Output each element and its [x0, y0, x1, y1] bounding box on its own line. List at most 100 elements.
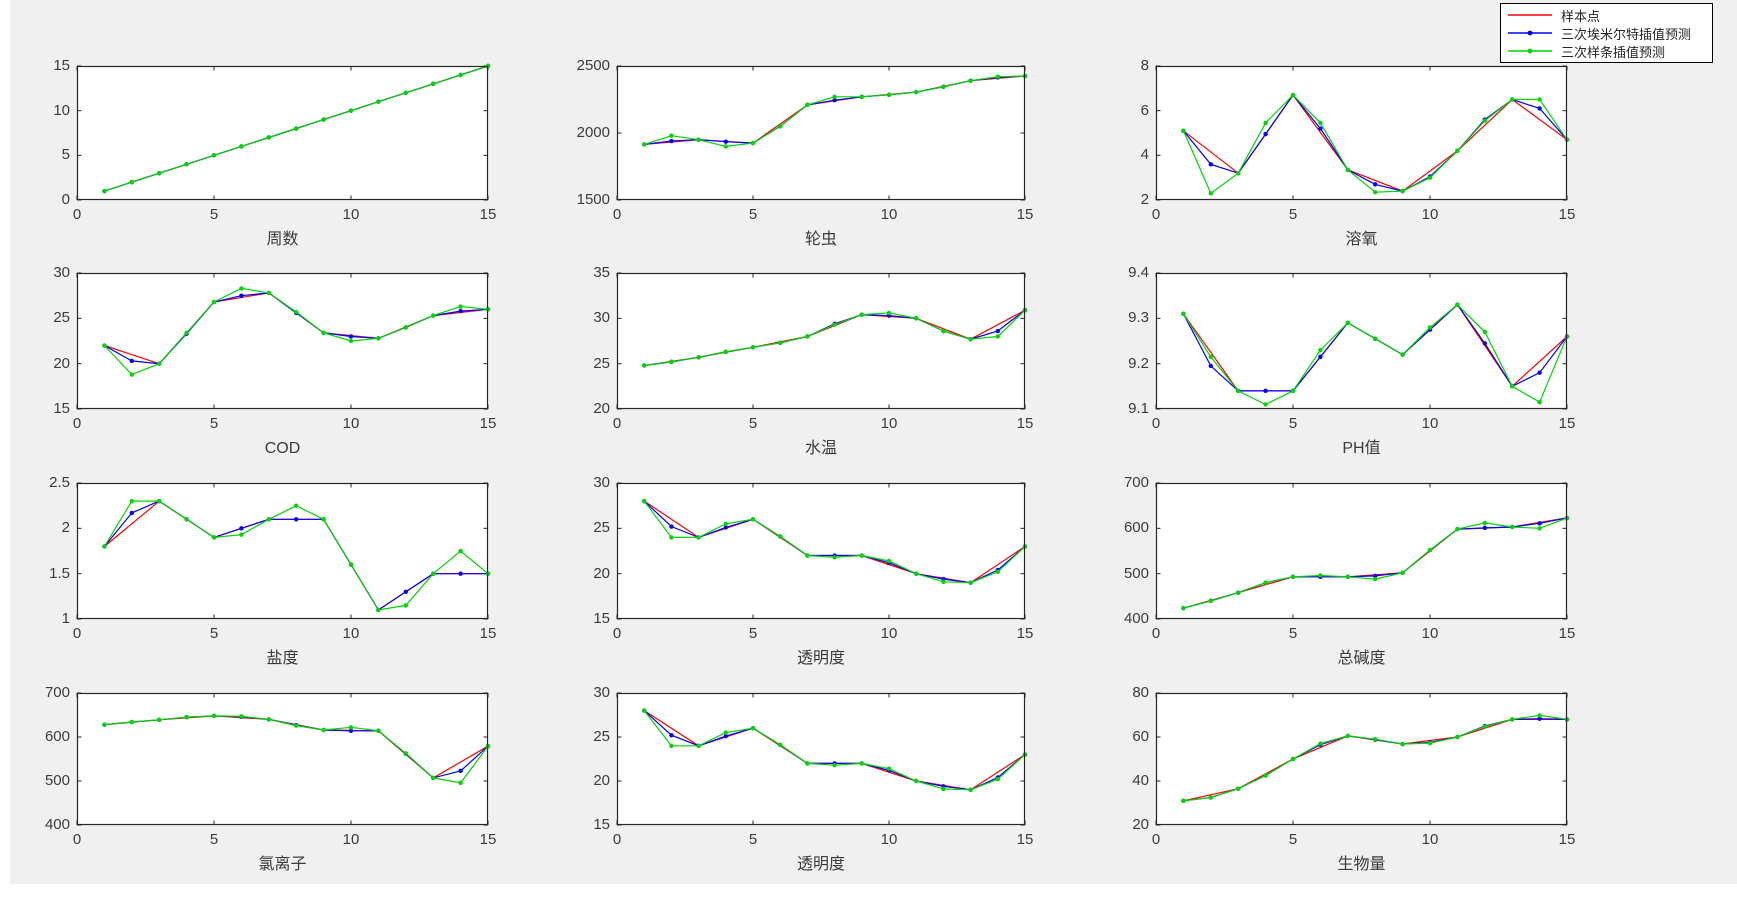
y-tick-label: 2.5: [49, 474, 70, 491]
y-tick-label: 9.1: [1128, 400, 1149, 417]
x-tick-label: 0: [612, 831, 622, 848]
y-tick-label: 20: [593, 772, 610, 789]
legend-item: 三次样条插值预测: [1507, 42, 1706, 60]
y-tick-label: 700: [1123, 474, 1149, 491]
x-tick-label: 0: [72, 831, 82, 848]
y-tick-label: 500: [1123, 564, 1149, 582]
legend-item: 样本点: [1507, 6, 1706, 24]
subplot-xlabel: 透明度: [796, 650, 845, 667]
subplot-xlabel: 氯离子: [258, 856, 307, 873]
x-tick-label: 10: [880, 415, 898, 432]
subplot-总碱度: 400 500 600 700 0 5 10 15 总碱度: [1124, 475, 1575, 668]
subplot-xlabel: 生物量: [1337, 856, 1386, 873]
legend-line-sample-icon: [1508, 48, 1552, 54]
x-tick-label: 15: [1558, 415, 1576, 432]
subplot-xlabel: PH值: [1342, 440, 1381, 457]
subplot-氯离子: 400 500 600 700 0 5 10 15 氯离子: [45, 685, 496, 874]
y-tick-label: 35: [593, 264, 610, 281]
y-tick-label: 400: [1123, 610, 1149, 627]
y-tick-label: 400: [44, 816, 70, 833]
x-tick-label: 5: [748, 206, 758, 223]
y-tick-label: 20: [593, 564, 610, 582]
matlab-figure-canvas: 样本点 三次埃米尔特插值预测 三次样条插值预测 0 5 10 15 0 5 10 15 周数 1500…: [10, 0, 1737, 884]
y-tick-label: 0: [61, 191, 70, 208]
x-tick-label: 5: [1288, 206, 1298, 223]
y-tick-label: 20: [53, 354, 70, 372]
plot-area: [616, 482, 1028, 620]
y-tick-label: 1.5: [49, 564, 70, 582]
y-tick-label: 25: [593, 354, 610, 372]
plot-area: [1155, 65, 1570, 201]
y-tick-label: 30: [53, 264, 70, 281]
subplot-透明度: 15 20 25 30 0 5 10 15 透明度: [593, 475, 1033, 668]
plot-area: [616, 692, 1028, 826]
y-tick-label: 9.2: [1128, 354, 1149, 372]
subplot-生物量: 20 40 60 80 0 5 10 15 生物量: [1132, 685, 1575, 874]
x-tick-label: 5: [748, 831, 758, 848]
subplot-轮虫: 1500 2000 2500 0 5 10 15 轮虫: [577, 58, 1034, 249]
y-tick-label: 20: [593, 400, 610, 417]
x-tick-label: 10: [1421, 415, 1439, 432]
y-tick-label: 25: [593, 728, 610, 745]
y-tick-label: 30: [593, 684, 610, 701]
subplot-透明度: 15 20 25 30 0 5 10 15 透明度: [593, 685, 1033, 874]
x-tick-label: 15: [1016, 831, 1034, 848]
x-tick-label: 5: [209, 206, 219, 223]
y-tick-label: 9.3: [1128, 309, 1149, 327]
subplot-xlabel: 周数: [266, 231, 299, 248]
y-tick-label: 30: [593, 309, 610, 327]
x-tick-label: 15: [479, 206, 497, 223]
subplot-xlabel: 盐度: [266, 650, 299, 667]
x-tick-label: 5: [209, 625, 219, 642]
x-tick-label: 5: [209, 831, 219, 848]
y-tick-label: 2: [61, 519, 70, 537]
y-tick-label: 4: [1140, 146, 1149, 164]
subplot-xlabel: 轮虫: [804, 231, 837, 248]
y-tick-label: 15: [593, 816, 610, 833]
y-tick-label: 600: [1123, 519, 1149, 537]
y-tick-label: 15: [53, 57, 70, 74]
x-tick-label: 0: [1151, 415, 1161, 432]
legend-item: 三次埃米尔特插值预测: [1507, 24, 1706, 42]
x-tick-label: 5: [748, 415, 758, 432]
subplot-xlabel: 透明度: [796, 856, 845, 873]
plot-area: [616, 272, 1028, 410]
y-tick-label: 60: [1132, 728, 1149, 745]
y-tick-label: 5: [61, 146, 70, 164]
x-tick-label: 5: [1288, 415, 1298, 432]
x-tick-label: 15: [1558, 625, 1576, 642]
y-tick-label: 8: [1140, 57, 1149, 74]
legend-item-label: 三次埃米尔特插值预测: [1561, 26, 1692, 42]
subplot-周数: 0 5 10 15 0 5 10 15 周数: [53, 58, 496, 249]
x-tick-label: 15: [1016, 625, 1034, 642]
subplot-水温: 20 25 30 35 0 5 10 15 水温: [593, 265, 1033, 458]
subplot-COD: 15 20 25 30 0 5 10 15 COD: [53, 265, 496, 458]
y-tick-label: 20: [1132, 816, 1149, 833]
legend-item-label: 三次样条插值预测: [1561, 44, 1666, 60]
x-tick-label: 0: [612, 625, 622, 642]
plot-area: [616, 65, 1028, 201]
x-tick-label: 15: [1558, 831, 1576, 848]
x-tick-label: 10: [880, 625, 898, 642]
plot-area: [76, 63, 491, 201]
x-tick-label: 10: [880, 206, 898, 223]
x-tick-label: 0: [612, 415, 622, 432]
y-tick-label: 25: [593, 519, 610, 537]
x-tick-label: 15: [479, 415, 497, 432]
x-tick-label: 10: [1421, 831, 1439, 848]
subplot-xlabel: 总碱度: [1337, 650, 1386, 667]
x-tick-label: 10: [880, 831, 898, 848]
y-tick-label: 6: [1140, 101, 1149, 119]
x-tick-label: 15: [1016, 415, 1034, 432]
x-tick-label: 10: [342, 415, 360, 432]
x-tick-label: 0: [612, 206, 622, 223]
subplot-溶氧: 2 4 6 8 0 5 10 15 溶氧: [1141, 58, 1576, 249]
x-tick-label: 0: [1151, 206, 1161, 223]
y-tick-label: 500: [44, 772, 70, 789]
y-tick-label: 600: [44, 728, 70, 745]
y-tick-label: 30: [593, 474, 610, 491]
y-tick-label: 700: [44, 684, 70, 701]
y-tick-label: 2: [1140, 191, 1149, 208]
plot-area: [1155, 272, 1570, 410]
